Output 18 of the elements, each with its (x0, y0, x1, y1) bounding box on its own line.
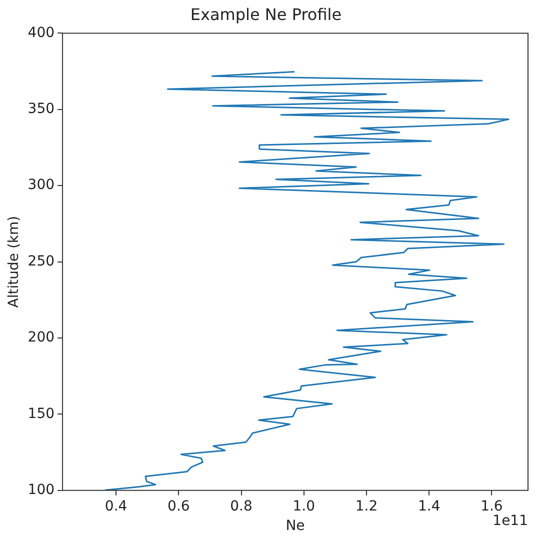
y-tick-label: 250 (28, 253, 55, 270)
chart-title: Example Ne Profile (190, 4, 342, 24)
x-tick-label: 0.8 (230, 498, 252, 514)
y-tick-label: 300 (28, 177, 55, 194)
y-tick-label: 100 (28, 482, 55, 498)
x-tick-label: 1.0 (292, 498, 315, 514)
x-tick-label: 0.6 (168, 498, 190, 514)
x-axis-title: Ne (286, 518, 305, 534)
y-tick-label: 400 (28, 24, 55, 41)
x-tick-label: 1.4 (418, 498, 440, 514)
y-axis-title: Altitude (km) (6, 216, 22, 308)
y-tick-label: 150 (28, 406, 55, 422)
text: 1e11 (492, 513, 528, 530)
x-tick-label: 0.4 (104, 498, 128, 514)
y-tick-label: 350 (28, 101, 55, 118)
x-tick-label: 1.6 (480, 498, 503, 514)
x-tick-label: 1.2 (355, 498, 378, 514)
y-tick-label: 200 (28, 330, 55, 346)
